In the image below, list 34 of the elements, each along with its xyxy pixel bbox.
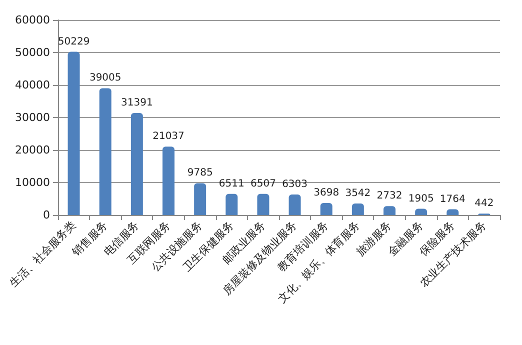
bar <box>415 208 428 215</box>
bar <box>446 209 459 215</box>
bar <box>162 146 174 215</box>
data-label: 3542 <box>345 188 371 199</box>
data-label: 6303 <box>282 179 308 190</box>
data-label: 6507 <box>250 178 276 190</box>
y-tick-label: 0 <box>43 208 50 222</box>
data-label: 1764 <box>440 194 466 205</box>
y-tick-label: 40000 <box>15 78 50 92</box>
data-label: 1905 <box>408 193 434 204</box>
y-tick-label: 30000 <box>15 111 50 124</box>
bar <box>99 88 112 215</box>
bar <box>384 206 396 215</box>
bar <box>257 194 270 215</box>
bar <box>194 183 206 215</box>
y-tick-label: 20000 <box>15 144 50 156</box>
data-label: 2732 <box>376 190 402 202</box>
data-label: 50229 <box>58 36 90 48</box>
y-tick-label: 60000 <box>15 14 50 26</box>
y-tick-label: 10000 <box>15 176 50 189</box>
bar <box>68 52 80 215</box>
bar <box>226 194 238 215</box>
data-label: 9785 <box>187 168 213 179</box>
data-label: 6511 <box>218 178 244 190</box>
data-label: 21037 <box>152 131 184 142</box>
data-label: 31391 <box>121 97 153 108</box>
data-label: 442 <box>474 198 494 210</box>
bar <box>320 202 332 215</box>
data-label: 3698 <box>314 187 340 198</box>
data-label: 39005 <box>89 72 122 84</box>
bar <box>352 203 364 215</box>
bar <box>130 112 143 215</box>
y-tick-label: 50000 <box>15 46 50 59</box>
bar <box>288 194 301 215</box>
